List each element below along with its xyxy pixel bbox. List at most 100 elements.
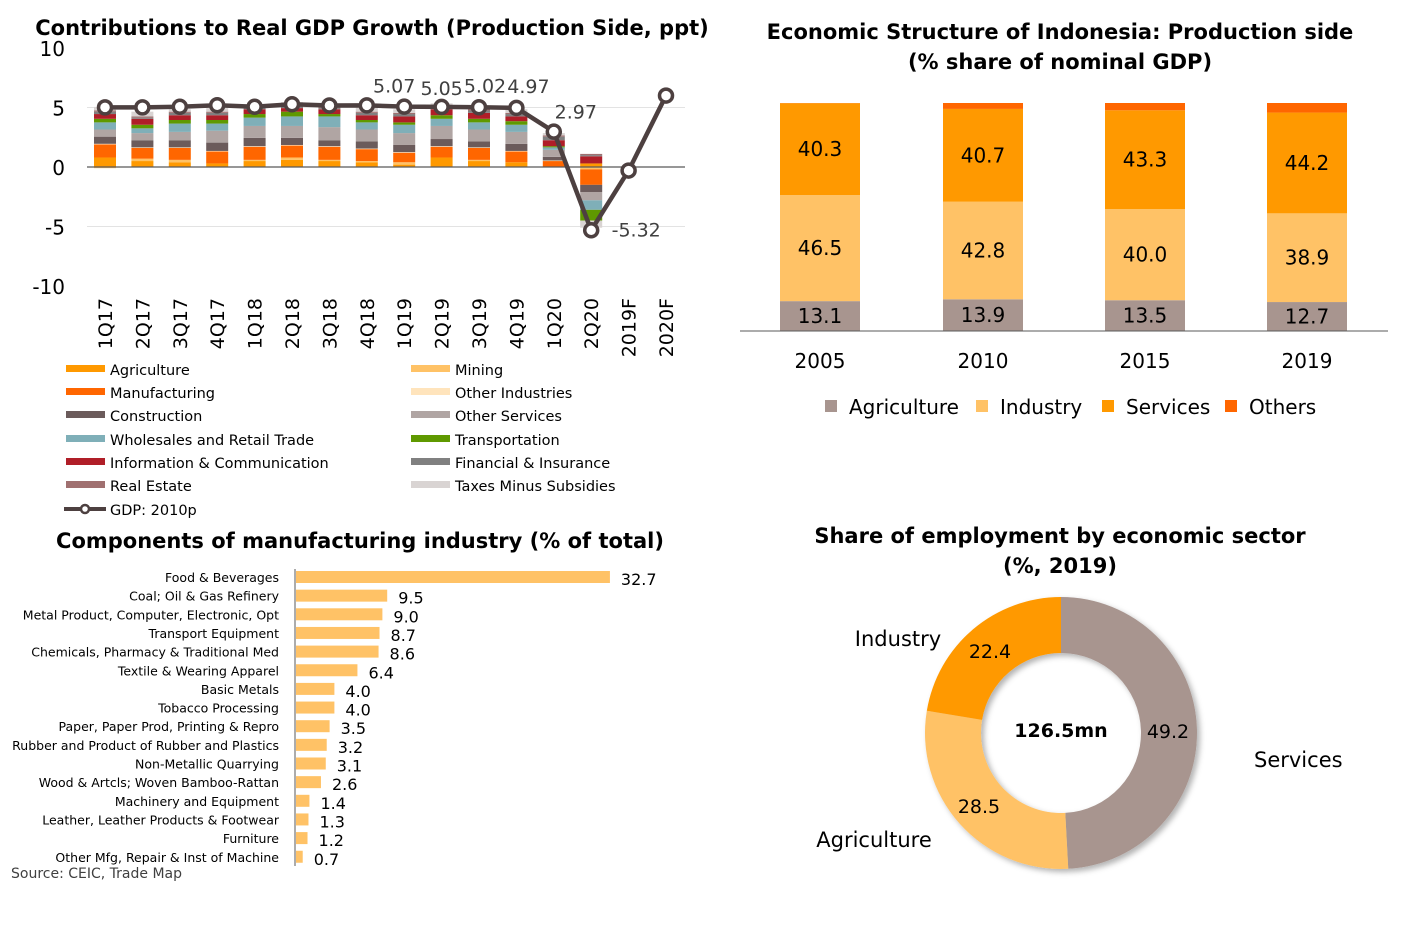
bar-segment-mining (355, 161, 378, 163)
bar-segment-agriculture (243, 161, 266, 167)
gdp-point (283, 96, 301, 113)
bar-segment-industry (1267, 213, 1347, 303)
category-label: Coal; Oil & Gas Refinery (129, 589, 279, 604)
slice-value-label: 28.5 (958, 796, 1000, 818)
gdp-point (470, 99, 488, 116)
bar-segment-transportation (580, 209, 603, 221)
bar-segment-agriculture (131, 161, 154, 167)
bar-segment-financial-insurance (393, 114, 416, 117)
bar-segment-wholesales-and-retail-trade (542, 147, 565, 150)
bar (296, 720, 330, 733)
legend-swatch (66, 481, 105, 488)
economic-structure-chart: Economic Structure of Indonesia: Product… (740, 20, 1388, 419)
bar-segment-other-industries (281, 144, 303, 146)
bar-segment-services (780, 103, 860, 196)
legend-label: Wholesales and Retail Trade (110, 433, 314, 449)
bar-segment-manufacturing (580, 169, 603, 185)
chart-title: Economic Structure of Indonesia: Product… (767, 20, 1354, 44)
legend-swatch (66, 388, 105, 395)
legend-label: Others (1249, 395, 1316, 419)
chart-subtitle: (% share of nominal GDP) (908, 50, 1212, 74)
bar-value-label: 40.0 (1123, 243, 1168, 267)
bar-segment-other-industries (505, 150, 528, 152)
bar-segment-other-industries (542, 160, 565, 162)
bar-value-label: 42.8 (961, 239, 1006, 263)
gdp-point (134, 99, 151, 116)
donut-ring (924, 597, 1197, 869)
bar-segment-other-industries (131, 147, 154, 148)
category-label: Food & Beverages (165, 570, 279, 585)
bar-segment-construction (580, 184, 603, 192)
x-tick-label: 2Q17 (132, 298, 154, 349)
gdp-point (395, 98, 413, 115)
gdp-point (433, 98, 450, 116)
bar-segment-information-communication (94, 114, 116, 119)
bar-segment-transportation (430, 115, 453, 119)
bar-segment-industry (1105, 209, 1185, 301)
bar-segment-financial-insurance (580, 155, 603, 157)
bar-segment-agriculture (281, 159, 303, 167)
y-tick-label: -5 (45, 216, 65, 240)
bar-value-label: 8.6 (390, 645, 415, 664)
gdp-point (582, 222, 600, 239)
bar-segment-wholesales-and-retail-trade (468, 122, 490, 130)
bar-segment-construction (468, 141, 490, 148)
y-tick-label: -10 (32, 275, 65, 299)
bar-segment-manufacturing (393, 152, 416, 163)
legend-label: Financial & Insurance (455, 456, 610, 472)
bar-segment-information-communication (393, 116, 416, 123)
bar-segment-manufacturing (243, 146, 266, 160)
bar-value-label: 13.1 (798, 304, 843, 328)
bar-segment-services (943, 108, 1023, 202)
bar-value-label: 43.3 (1123, 148, 1168, 172)
category-label: Textile & Wearing Apparel (117, 663, 279, 678)
bar-segment-agriculture (1267, 302, 1347, 331)
gdp-point (321, 97, 338, 114)
bar-segment-other-industries (468, 147, 490, 148)
y-tick-label: 10 (40, 37, 65, 61)
bar-segment-agriculture (505, 162, 528, 167)
bar-segment-transportation (206, 119, 229, 124)
bar (296, 850, 303, 863)
bar-segment-manufacturing (505, 151, 528, 163)
bar-segment-mining (580, 167, 603, 170)
bar-segment-mining (131, 158, 154, 162)
slice-category-label: Industry (855, 627, 941, 651)
bar-segment-real-estate (131, 116, 154, 118)
bar-segment-construction (430, 139, 453, 147)
bar-segment-industry (780, 195, 860, 302)
bar-segment-other-services (505, 131, 528, 144)
bar-value-label: 2.6 (332, 775, 357, 794)
legend-label: Services (1126, 395, 1210, 419)
bar-segment-agriculture (206, 163, 229, 167)
bar-segment-manufacturing (94, 144, 116, 158)
bar-segment-manufacturing (318, 146, 341, 160)
bar-segment-agriculture (780, 301, 860, 331)
bar-segment-services (1105, 110, 1185, 210)
bar-segment-other-services (355, 129, 378, 142)
bar-segment-agriculture (168, 162, 191, 167)
bar-segment-wholesales-and-retail-trade (243, 117, 266, 126)
bar-segment-mining (168, 159, 191, 163)
bar (296, 701, 335, 714)
bar-segment-wholesales-and-retail-trade (131, 128, 154, 134)
category-label: Basic Metals (201, 682, 279, 697)
category-label: Furniture (223, 831, 279, 846)
bar-segment-other-services (318, 127, 341, 141)
x-tick-label: 2010 (958, 349, 1009, 373)
legend-swatch (411, 365, 450, 372)
x-tick-label: 2Q19 (432, 298, 454, 349)
x-tick-label: 4Q19 (506, 298, 528, 349)
gdp-point (171, 98, 189, 116)
bar-segment-mining (468, 159, 490, 162)
bar (296, 757, 326, 770)
legend-line-marker (79, 503, 91, 515)
legend-swatch (411, 435, 450, 442)
bar-segment-other-industries (94, 143, 116, 145)
x-tick-label: 1Q20 (544, 298, 566, 349)
x-tick-label: 2015 (1120, 349, 1171, 373)
bar-segment-other-industries (355, 148, 378, 150)
bar-segment-information-communication (131, 118, 154, 125)
gdp-data-label: -5.32 (612, 219, 661, 241)
x-tick-label: 3Q19 (469, 298, 491, 349)
